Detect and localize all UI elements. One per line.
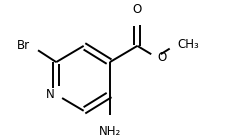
Text: O: O xyxy=(132,3,141,16)
Text: O: O xyxy=(157,51,166,64)
Text: NH₂: NH₂ xyxy=(98,125,120,137)
Text: Br: Br xyxy=(17,39,30,52)
Text: CH₃: CH₃ xyxy=(177,38,198,51)
Text: N: N xyxy=(45,88,54,101)
